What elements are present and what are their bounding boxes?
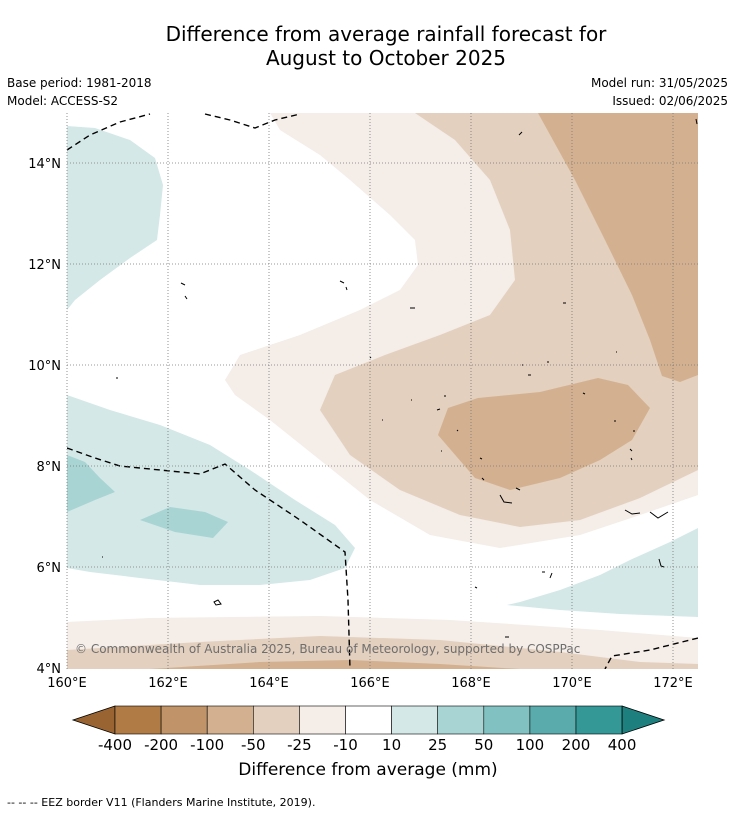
colorbar-tick-label: -100 bbox=[190, 736, 224, 754]
island bbox=[369, 356, 372, 359]
eez-border-north-center bbox=[204, 113, 301, 129]
x-tick-label: 170°E bbox=[552, 676, 592, 691]
colorbar-swatch bbox=[483, 705, 531, 735]
colorbar-tick-label: 10 bbox=[382, 736, 401, 754]
meta-left: Base period: 1981-2018 Model: ACCESS-S2 bbox=[7, 74, 152, 110]
contour-brown-south bbox=[150, 660, 520, 669]
colorbar-swatch bbox=[529, 705, 577, 735]
contour-brown-central bbox=[438, 378, 650, 490]
colorbar-swatch bbox=[391, 705, 439, 735]
colorbar-swatch bbox=[299, 705, 346, 735]
title-line-2: August to October 2025 bbox=[265, 46, 507, 70]
map-plot-area bbox=[67, 113, 698, 669]
colorbar-extend-high bbox=[621, 705, 666, 735]
colorbar-swatch bbox=[575, 705, 623, 735]
colorbar-swatch bbox=[160, 705, 208, 735]
island bbox=[213, 599, 222, 606]
island bbox=[658, 558, 665, 568]
x-tick-label: 168°E bbox=[451, 676, 491, 691]
colorbar-swatch bbox=[206, 705, 254, 735]
chart-title: Difference from average rainfall forecas… bbox=[0, 22, 736, 70]
island bbox=[382, 395, 459, 452]
colorbar-tick-label: -50 bbox=[241, 736, 266, 754]
eez-border-west bbox=[67, 447, 351, 669]
colorbar-tick-label: 400 bbox=[608, 736, 637, 754]
island bbox=[624, 509, 669, 519]
islands bbox=[102, 118, 698, 638]
colorbar-tick-label: -400 bbox=[98, 736, 132, 754]
island bbox=[180, 282, 188, 300]
colorbar-tick-label: 50 bbox=[474, 736, 493, 754]
x-tick-label: 166°E bbox=[350, 676, 390, 691]
island bbox=[614, 420, 635, 461]
y-tick-label: 12°N bbox=[28, 258, 61, 273]
eez-borders bbox=[67, 113, 698, 669]
contour-light-green-east bbox=[507, 528, 698, 617]
issued-date: Issued: 02/06/2025 bbox=[612, 94, 728, 108]
colorbar-title: Difference from average (mm) bbox=[238, 760, 498, 780]
island bbox=[102, 556, 553, 589]
contour-brown-northeast bbox=[538, 113, 698, 382]
colorbar-extend-low bbox=[71, 705, 116, 735]
eez-border-north bbox=[67, 113, 151, 151]
island bbox=[522, 351, 617, 395]
colorbar-tick-label: -10 bbox=[333, 736, 358, 754]
colorbar-tick-label: 100 bbox=[516, 736, 545, 754]
y-axis-labels: 4°N 6°N 8°N 10°N 12°N 14°N bbox=[28, 157, 61, 677]
grid bbox=[66, 113, 698, 669]
y-tick-label: 4°N bbox=[37, 662, 62, 677]
colorbar-tick-label: 200 bbox=[562, 736, 591, 754]
x-tick-label: 172°E bbox=[653, 676, 693, 691]
contour-green-west bbox=[67, 455, 115, 512]
copyright-notice: © Commonwealth of Australia 2025, Bureau… bbox=[75, 642, 580, 656]
colorbar-swatch bbox=[253, 705, 300, 735]
island bbox=[479, 457, 521, 504]
contour-tan-south bbox=[67, 636, 698, 669]
island bbox=[518, 131, 523, 136]
y-tick-label: 6°N bbox=[37, 561, 62, 576]
colorbar-swatch bbox=[114, 705, 162, 735]
colorbar-tick-label: -200 bbox=[144, 736, 178, 754]
colorbar-swatch bbox=[345, 705, 392, 735]
title-line-1: Difference from average rainfall forecas… bbox=[165, 22, 607, 46]
colorbar-swatch bbox=[437, 705, 485, 735]
x-axis-labels: 160°E 162°E 164°E 166°E 168°E 170°E 172°… bbox=[47, 676, 693, 691]
y-tick-label: 8°N bbox=[37, 460, 62, 475]
x-tick-label: 160°E bbox=[47, 676, 87, 691]
model-name: Model: ACCESS-S2 bbox=[7, 94, 119, 108]
x-tick-label: 164°E bbox=[249, 676, 289, 691]
meta-right: Model run: 31/05/2025 Issued: 02/06/2025 bbox=[591, 74, 728, 110]
x-tick-label: 162°E bbox=[148, 676, 188, 691]
model-run: Model run: 31/05/2025 bbox=[590, 76, 728, 90]
eez-footnote: -- -- -- EEZ border V11 (Flanders Marine… bbox=[7, 796, 316, 809]
colorbar: -400 -200 -100 -50 -25 -10 10 25 50 100 200 400 bbox=[71, 705, 666, 754]
contour-green-island bbox=[140, 507, 228, 538]
contour-light-green-west bbox=[67, 395, 355, 585]
island bbox=[695, 118, 698, 125]
island bbox=[339, 280, 348, 291]
base-period: Base period: 1981-2018 bbox=[7, 76, 152, 90]
y-tick-label: 14°N bbox=[28, 157, 61, 172]
colorbar-tick-label: -25 bbox=[287, 736, 312, 754]
eez-border-southeast bbox=[604, 637, 698, 669]
y-tick-label: 10°N bbox=[28, 359, 61, 374]
colorbar-tick-label: 25 bbox=[428, 736, 447, 754]
